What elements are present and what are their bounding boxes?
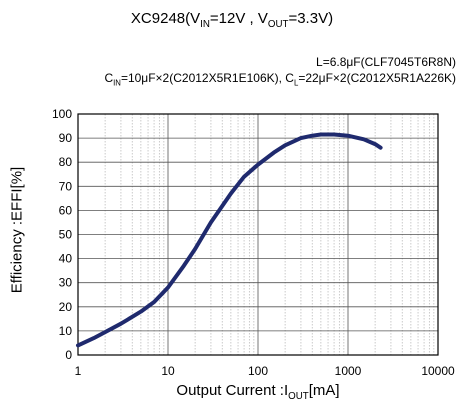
y-axis-label: Efficiency :EFFI[%] [8,166,26,294]
x-tick-label: 100 [248,364,268,378]
y-tick-label: 10 [59,324,73,338]
y-tick-label: 100 [52,107,72,121]
y-tick-label: 0 [65,348,72,362]
y-tick-label: 60 [59,203,73,217]
y-tick-label: 90 [59,131,73,145]
chart-title: XC9248(VIN=12V , VOUT=3.3V) [130,10,334,30]
y-tick-label: 50 [59,228,73,242]
inductor-condition: L=6.8μF(CLF7045T6R8N) [316,55,456,69]
y-tick-label: 30 [59,276,73,290]
plot-frame [77,113,439,356]
x-axis-label: Output Current :IOUT[mA] [176,382,340,402]
x-tick-label: 10 [161,364,175,378]
y-tick-label: 80 [59,155,73,169]
y-tick-label: 20 [59,300,73,314]
capacitor-condition: CIN=10μF×2(C2012X5R1E106K), CL=22μF×2(C2… [104,71,456,88]
y-tick-label: 40 [59,252,73,266]
y-tick-label: 70 [59,179,73,193]
efficiency-curve [76,132,383,348]
x-tick-label: 1000 [335,364,362,378]
x-tick-label: 1 [75,364,82,378]
x-tick-label: 10000 [421,364,455,378]
